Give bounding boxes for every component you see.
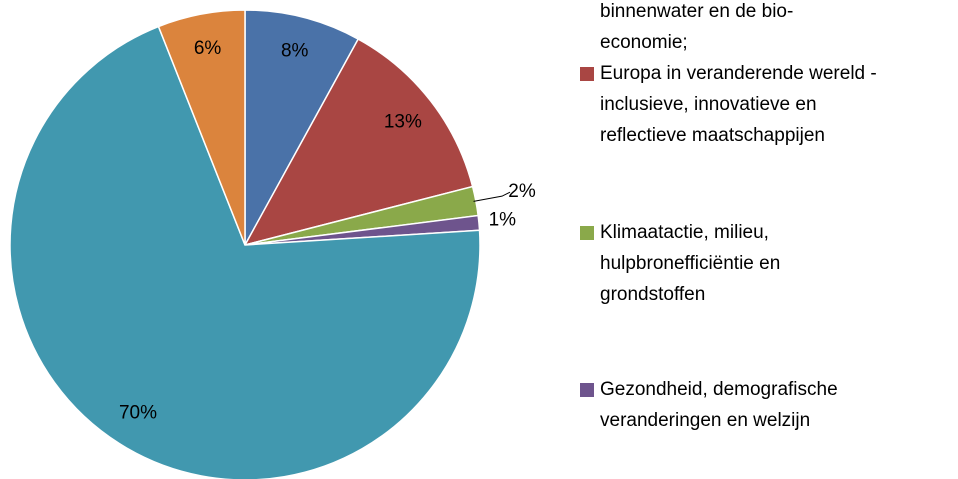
leader-line [473,191,511,202]
data-label: 13% [384,112,422,133]
data-label: 70% [119,403,157,424]
data-label: 8% [281,41,309,62]
legend-label: Europa in veranderende wereld - [600,63,877,84]
legend-label: inclusieve, innovatieve en [600,94,817,115]
legend-label: Gezondheid, demografische [600,379,838,400]
legend-label: reflectieve maatschappijen [600,125,825,146]
pie-slice [244,9,360,246]
legend-label: Klimaatactie, milieu, [600,222,769,243]
legend-marker [580,67,594,81]
legend-label: hulpbronefficiëntie en [600,253,780,274]
legend-label: veranderingen en welzijn [600,410,810,431]
legend-marker [580,226,594,240]
pie-slice [9,25,481,479]
data-label: 2% [508,181,536,202]
data-label: 6% [194,38,222,59]
pie-slice [157,9,246,246]
data-label: 1% [489,210,517,231]
legend-label: economie; [600,32,688,53]
legend-label: grondstoffen [600,284,705,305]
legend-label: binnenwater en de bio- [600,1,793,22]
pie-slice [243,38,474,247]
legend-marker [580,383,594,397]
